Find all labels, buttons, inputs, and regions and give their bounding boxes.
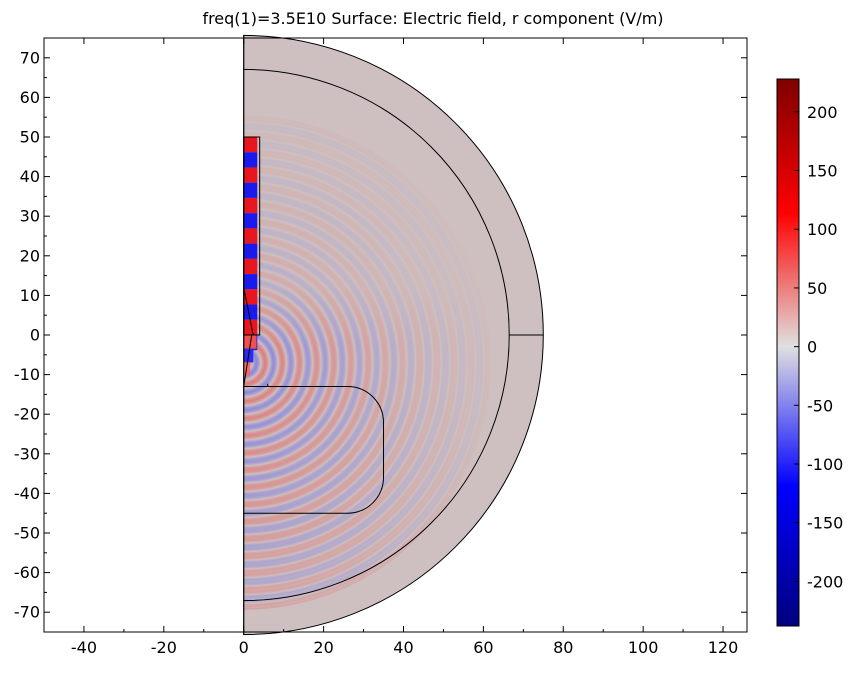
y-tick-label: -50 xyxy=(14,524,40,543)
colorbar-tick-label: 200 xyxy=(807,103,838,122)
x-tick-label: 80 xyxy=(553,638,573,657)
feed-gap xyxy=(243,287,254,336)
geometry-outlines xyxy=(243,34,544,636)
colorbar-tick-label: -150 xyxy=(807,514,843,533)
chart-title: freq(1)=3.5E10 Surface: Electric field, … xyxy=(202,9,663,28)
outer-boundary xyxy=(243,34,544,636)
y-tick-label: -20 xyxy=(14,405,40,424)
lens-outline xyxy=(243,385,385,514)
x-tick-label: 60 xyxy=(473,638,493,657)
y-tick-label: 30 xyxy=(20,207,40,226)
antenna-band xyxy=(243,213,258,229)
y-tick-label: 60 xyxy=(20,88,40,107)
colorbar-tick-label: -50 xyxy=(807,396,833,415)
x-tick-label: 0 xyxy=(239,638,249,657)
y-tick-label: 20 xyxy=(20,246,40,265)
x-tick-label: -20 xyxy=(151,638,177,657)
colorbar-tick-label: -100 xyxy=(807,455,843,474)
antenna-band xyxy=(243,167,258,183)
x-tick-label: 100 xyxy=(628,638,659,657)
y-tick-label: 50 xyxy=(20,128,40,147)
x-tick-label: -40 xyxy=(71,638,97,657)
antenna-field xyxy=(243,137,258,377)
y-tick-label: 70 xyxy=(20,48,40,67)
y-tick-label: 10 xyxy=(20,286,40,305)
colorbar: 200 150 100 50 0 -50 -100 -150 -200 xyxy=(776,78,843,627)
y-tick-label: -60 xyxy=(14,563,40,582)
y-tick-label: -40 xyxy=(14,484,40,503)
colorbar-tick-label: 50 xyxy=(807,279,827,298)
antenna-band xyxy=(243,152,258,168)
antenna-band xyxy=(243,274,258,290)
colorbar-tick-label: 100 xyxy=(807,220,838,239)
y-tick-label: -70 xyxy=(14,603,40,622)
antenna-band xyxy=(243,304,258,320)
x-tick-label: 120 xyxy=(708,638,739,657)
antenna-band xyxy=(243,137,258,153)
antenna-band xyxy=(243,319,258,335)
y-tick-label: -10 xyxy=(14,365,40,384)
x-tick-label: 40 xyxy=(393,638,413,657)
colorbar-tick-label: 150 xyxy=(807,162,838,181)
x-axis: -40 -20 0 20 40 60 80 100 120 xyxy=(71,38,738,657)
y-tick-label: -30 xyxy=(14,444,40,463)
y-axis: 70 60 50 40 30 20 10 0 -10 -20 -30 -40 -50 -60 -70 xyxy=(14,37,747,633)
antenna-band xyxy=(243,289,258,305)
colorbar-tick-label: 0 xyxy=(807,338,817,357)
antenna-band xyxy=(243,182,258,198)
colorbar-gradient xyxy=(776,78,800,627)
antenna-band xyxy=(243,243,258,259)
colorbar-tick-label: -200 xyxy=(807,572,843,591)
y-tick-label: 40 xyxy=(20,167,40,186)
colorbar-ticks: 200 150 100 50 0 -50 -100 -150 -200 xyxy=(794,103,843,591)
antenna-band xyxy=(243,197,258,214)
antenna-band xyxy=(243,258,258,275)
feed-band xyxy=(243,335,257,349)
feed-band xyxy=(243,362,251,377)
plot-area: -40 -20 0 20 40 60 80 100 120 706050403020100-10… xyxy=(14,34,748,657)
antenna-band xyxy=(243,228,258,244)
y-tick-label: 0 xyxy=(30,326,40,345)
x-tick-label: 20 xyxy=(313,638,333,657)
